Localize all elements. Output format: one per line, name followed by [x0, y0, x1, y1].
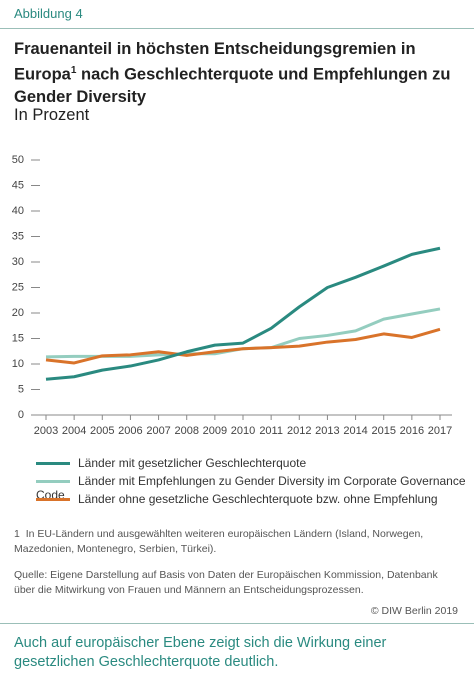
y-tick-label: 35 [12, 230, 24, 242]
x-tick-label: 2005 [90, 425, 114, 437]
title-end: nach Geschlechterquote und Empfehlungen … [14, 65, 451, 106]
y-tick-label: 50 [12, 154, 24, 166]
y-tick-label: 30 [12, 256, 24, 268]
title-start: Frauenanteil in höchsten Entscheidungsgr… [14, 40, 416, 84]
copyright: © DIW Berlin 2019 [370, 605, 458, 617]
y-tick-label: 15 [12, 332, 24, 344]
chart: 0 5 10 15 20 25 30 35 40 45 50 2003 2004 2005 2006 2007… [12, 154, 452, 437]
chart-subtitle: In Prozent [14, 106, 90, 124]
legend-label: Länder ohne gesetzliche Geschlechterquot… [78, 492, 438, 506]
x-tick-label: 2006 [118, 425, 142, 437]
legend-item: Länder mit gesetzlicher Geschlechterquot… [36, 456, 306, 470]
x-tick-label: 2011 [259, 425, 283, 437]
x-tick-label: 2017 [428, 425, 452, 437]
rule [0, 623, 474, 624]
x-tick-label: 2013 [315, 425, 339, 437]
x-tick-label: 2008 [174, 425, 198, 437]
footnote: 1 In EU-Ländern und ausgewählten weitere… [14, 527, 454, 557]
x-tick-label: 2003 [34, 425, 58, 437]
x-tick-label: 2010 [231, 425, 255, 437]
y-tick-label: 40 [12, 205, 24, 217]
series-line [45, 246, 441, 381]
figure-label: Abbildung 4 [14, 6, 83, 21]
series-line [45, 327, 441, 365]
y-tick-label: 25 [12, 281, 24, 293]
x-tick-label: 2016 [400, 425, 424, 437]
x-tick-label: 2012 [287, 425, 311, 437]
x-tick-label: 2007 [146, 425, 170, 437]
footnote-marker: 1 [14, 528, 20, 540]
y-tick-label: 10 [12, 358, 24, 370]
y-tick-label: 5 [18, 383, 24, 395]
y-tick-label: 45 [12, 179, 24, 191]
legend-swatch [36, 462, 70, 466]
chart-title: Frauenanteil in höchsten Entscheidungsgr… [14, 38, 460, 108]
x-tick-label: 2009 [203, 425, 227, 437]
legend-item: Länder ohne gesetzliche Geschlechterquot… [36, 492, 438, 506]
legend-swatch [36, 498, 70, 502]
y-tick-label: 20 [12, 307, 24, 319]
source: Quelle: Eigene Darstellung auf Basis von… [14, 569, 438, 596]
legend-label: Länder mit gesetzlicher Geschlechterquot… [78, 456, 307, 470]
legend-swatch [36, 480, 70, 484]
footnote-text: In EU-Ländern und ausgewählten weiteren … [14, 528, 424, 555]
rule [0, 28, 474, 29]
x-tick-label: 2014 [343, 425, 367, 437]
y-tick-label: 0 [18, 409, 24, 421]
conclusion: Auch auf europäischer Ebene zeigt sich d… [14, 635, 387, 670]
x-tick-label: 2015 [371, 425, 395, 437]
title-note: 1 [70, 65, 77, 76]
x-tick-label: 2004 [62, 425, 86, 437]
